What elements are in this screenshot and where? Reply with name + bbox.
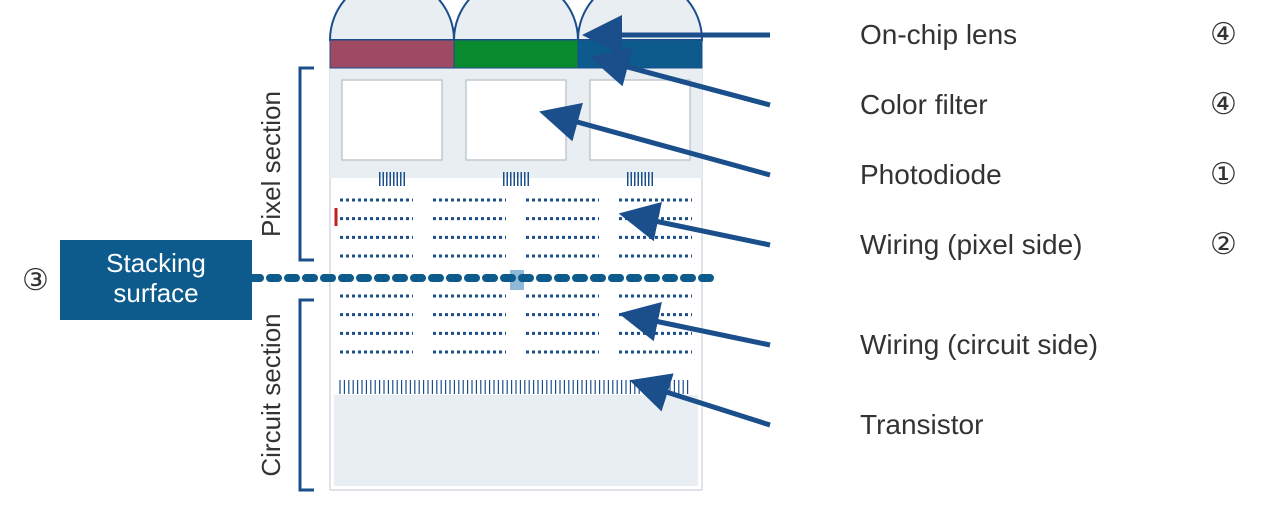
photodiode [466, 80, 566, 160]
photodiode [342, 80, 442, 160]
color-filter-number: ④ [1210, 88, 1237, 121]
wiring-pixel-label: Wiring (pixel side) [860, 229, 1083, 260]
pixel-section-bracket: Pixel section [256, 68, 314, 260]
svg-text:Circuit section: Circuit section [256, 313, 286, 476]
color-filter-label: Color filter [860, 89, 988, 120]
on-chip-lens [454, 0, 578, 40]
onchip-lens-label: On-chip lens [860, 19, 1017, 50]
svg-text:surface: surface [113, 278, 198, 308]
photodiode-number: ① [1210, 158, 1237, 191]
color-filter [330, 40, 454, 68]
transistor-region [334, 395, 698, 486]
stacking-surface-label: Stacking [106, 248, 206, 278]
on-chip-lens [330, 0, 454, 40]
sensor-diagram: Pixel section Circuit section Stackingsurf… [0, 0, 1265, 509]
color-filter [454, 40, 578, 68]
transistor-label: Transistor [860, 409, 983, 440]
circuit-section-bracket: Circuit section [256, 300, 314, 490]
svg-text:Pixel section: Pixel section [256, 91, 286, 237]
stacking-number: ③ [22, 264, 49, 297]
photodiode-label: Photodiode [860, 159, 1002, 190]
wiring-pixel-number: ② [1210, 228, 1237, 261]
onchip-lens-number: ④ [1210, 18, 1237, 51]
wiring-circuit-label: Wiring (circuit side) [860, 329, 1098, 360]
color-filter [578, 40, 702, 68]
